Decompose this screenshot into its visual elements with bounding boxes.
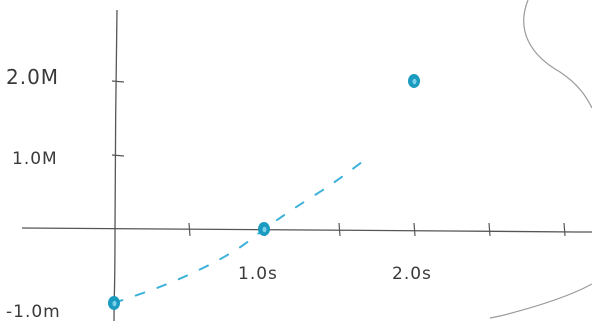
axes	[21, 9, 592, 321]
y-tick-1	[111, 154, 125, 157]
y-tick-label-1: 2.0M	[6, 65, 59, 89]
x-axis-line	[21, 227, 592, 233]
y-axis-line	[113, 9, 118, 321]
x-tick-6	[563, 222, 566, 237]
x-tick-label-2: 2.0s	[392, 264, 432, 284]
x-tick-3	[338, 222, 341, 237]
data-point-3	[408, 74, 420, 88]
y-tick-label-3: -1.0m	[6, 302, 61, 321]
data-point-highlight	[112, 300, 117, 307]
sketch-curve-bottom	[489, 283, 592, 319]
x-tick-1	[188, 222, 191, 237]
data-point-highlight	[262, 226, 267, 233]
y-tick-2	[111, 80, 125, 83]
data-point-1	[108, 296, 120, 310]
data-point-highlight	[412, 78, 417, 85]
x-tick-label-1: 1.0s	[238, 264, 278, 284]
sketch-curve-top	[523, 0, 592, 109]
data-points	[108, 74, 420, 310]
data-point-2	[258, 222, 270, 236]
tick-labels: 1.0s 2.0s 2.0M 1.0M -1.0m	[6, 65, 432, 321]
ticks	[111, 80, 566, 237]
x-tick-5	[488, 222, 491, 237]
y-tick-label-2: 1.0M	[12, 149, 58, 169]
x-tick-4	[413, 222, 416, 237]
